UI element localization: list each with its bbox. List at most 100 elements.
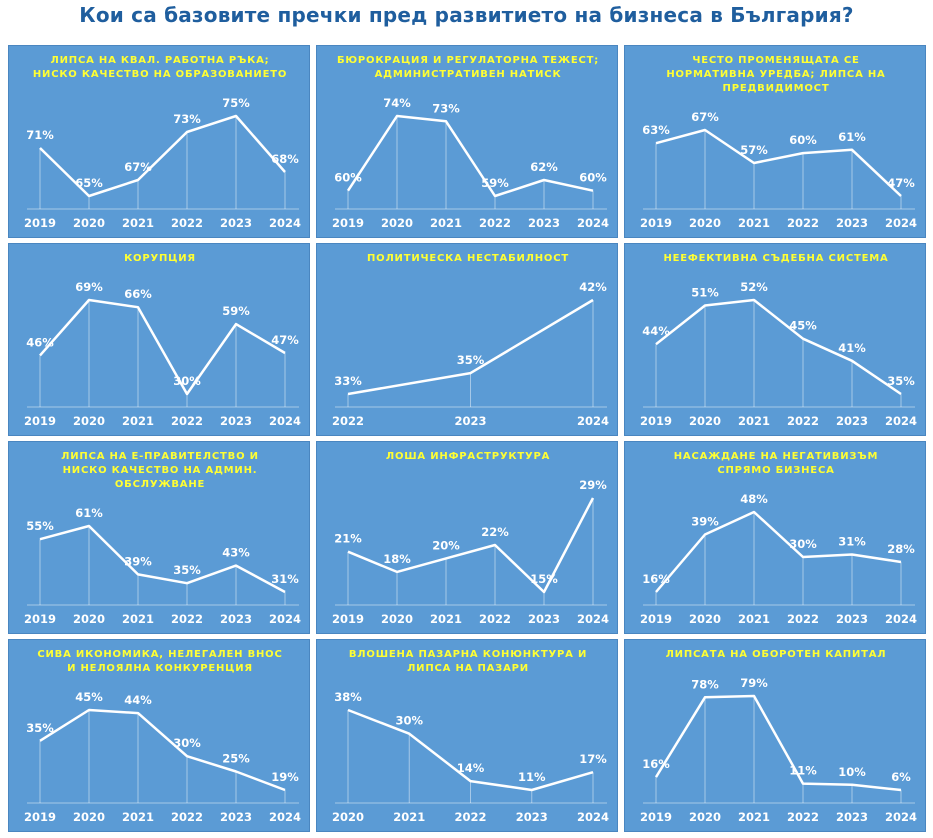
data-label: 44% <box>124 693 152 707</box>
x-tick-label: 2024 <box>577 810 609 824</box>
x-tick-label: 2020 <box>381 216 413 230</box>
x-tick-label: 2020 <box>689 216 721 230</box>
data-label: 29% <box>579 478 607 492</box>
line-chart: 44% 51% 52% 45% 41% 35% 2019 2020 2021 2022 2023 20… <box>640 280 917 428</box>
data-label: 33% <box>334 374 362 388</box>
x-tick-label: 2020 <box>73 414 105 428</box>
chart-title: ЛИПСА НА КВАЛ. РАБОТНА РЪКА; НИСКО КАЧЕСТ… <box>32 55 288 80</box>
chart-panel: ЛИПСАТА НА ОБОРОТЕН КАПИТАЛ 16% 78% 79% 11% 1… <box>624 639 926 832</box>
x-tick-label: 2019 <box>332 612 364 626</box>
chart-panel: НАСАЖДАНЕ НА НЕГАТИВИЗЪМ СПРЯМО БИЗНЕСА 16… <box>624 441 926 634</box>
x-tick-label: 2022 <box>787 414 819 428</box>
x-tick-label: 2023 <box>454 414 486 428</box>
series-line <box>655 510 902 593</box>
data-label: 48% <box>740 492 768 506</box>
data-label: 10% <box>838 765 866 779</box>
data-label: 35% <box>457 353 485 367</box>
x-tick-label: 2023 <box>220 612 252 626</box>
x-tick-label: 2020 <box>73 216 105 230</box>
series-line <box>39 298 286 396</box>
data-label: 71% <box>26 128 54 142</box>
chart-panel: СИВА ИКОНОМИКА, НЕЛЕГАЛЕН ВНОС И НЕЛОЯЛНА… <box>8 639 310 832</box>
x-tick-label: 2023 <box>836 414 868 428</box>
x-tick-label: 2022 <box>171 216 203 230</box>
data-label: 22% <box>481 525 509 539</box>
x-tick-label: 2021 <box>122 216 154 230</box>
data-label: 60% <box>789 133 817 147</box>
data-label: 43% <box>222 546 250 560</box>
data-label: 47% <box>271 333 299 347</box>
x-tick-label: 2020 <box>689 414 721 428</box>
x-tick-label: 2021 <box>738 810 770 824</box>
data-label: 45% <box>789 319 817 333</box>
data-label: 25% <box>222 752 250 766</box>
data-label: 35% <box>26 721 54 735</box>
x-tick-label: 2020 <box>73 612 105 626</box>
x-tick-label: 2022 <box>787 216 819 230</box>
chart-title: ЧЕСТО ПРОМЕНЯЩАТА СЕ НОРМАТИВНА УРЕДБА; Л… <box>666 55 886 94</box>
data-label: 67% <box>124 160 152 174</box>
x-tick-label: 2024 <box>269 414 301 428</box>
chart-title: ВЛОШЕНА ПАЗАРНА КОНЮНКТУРА И ЛИПСА НА ПАЗ… <box>348 649 588 674</box>
x-tick-label: 2019 <box>24 414 56 428</box>
x-tick-label: 2024 <box>885 414 917 428</box>
x-tick-label: 2021 <box>738 612 770 626</box>
x-tick-label: 2019 <box>24 810 56 824</box>
data-label: 47% <box>887 176 915 190</box>
chart-panel: НЕЕФЕКТИВНА СЪДЕБНА СИСТЕМА 44% 51% 52% 45% 4… <box>624 243 926 436</box>
x-tick-label: 2021 <box>122 414 154 428</box>
data-label: 73% <box>432 101 460 115</box>
data-label: 55% <box>26 519 54 533</box>
line-chart: 35% 45% 44% 30% 25% 19% 2019 2020 2021 2022 2023 20… <box>24 690 301 824</box>
chart-panel: ПОЛИТИЧЕСКА НЕСТАБИЛНОСТ 33% 35% 42% 2022 202… <box>316 243 618 436</box>
chart-panel: ЛОША ИНФРАСТРУКТУРА 21% 18% 20% 22% 15% 29% 201… <box>316 441 618 634</box>
x-tick-label: 2021 <box>122 810 154 824</box>
chart-panel: ВЛОШЕНА ПАЗАРНА КОНЮНКТУРА И ЛИПСА НА ПАЗ… <box>316 639 618 832</box>
x-tick-label: 2021 <box>122 612 154 626</box>
x-tick-label: 2019 <box>332 216 364 230</box>
chart-title: ЛИПСАТА НА ОБОРОТЕН КАПИТАЛ <box>665 649 887 660</box>
chart-title: ПОЛИТИЧЕСКА НЕСТАБИЛНОСТ <box>366 253 569 264</box>
data-label: 38% <box>334 690 362 704</box>
x-tick-label: 2020 <box>332 810 364 824</box>
series-line <box>347 708 594 792</box>
chart-title: ЛОША ИНФРАСТРУКТУРА <box>385 451 551 462</box>
x-tick-label: 2023 <box>528 216 560 230</box>
x-tick-label: 2019 <box>640 414 672 428</box>
x-tick-label: 2023 <box>220 414 252 428</box>
x-tick-label: 2020 <box>689 810 721 824</box>
x-tick-label: 2023 <box>516 810 548 824</box>
line-chart: 16% 78% 79% 11% 10% 6% 2019 2020 2021 2022 2023 202… <box>640 676 917 824</box>
data-label: 28% <box>887 542 915 556</box>
x-tick-label: 2024 <box>885 810 917 824</box>
series-line <box>346 114 594 198</box>
data-label: 35% <box>173 563 201 577</box>
x-tick-label: 2022 <box>332 414 364 428</box>
data-label: 66% <box>124 287 152 301</box>
series-line <box>39 708 286 792</box>
data-label: 44% <box>642 324 670 338</box>
x-tick-label: 2019 <box>24 216 56 230</box>
data-label: 30% <box>173 736 201 750</box>
data-label: 19% <box>271 770 299 784</box>
data-label: 31% <box>271 572 299 586</box>
line-chart: 16% 39% 48% 30% 31% 28% 2019 2020 2021 2022 2023 20… <box>640 492 917 626</box>
line-chart: 55% 61% 39% 35% 43% 31% 2019 2020 2021 2022 2023 20… <box>24 506 301 626</box>
data-label: 45% <box>75 690 103 704</box>
data-label: 6% <box>891 770 911 784</box>
x-tick-label: 2023 <box>220 216 252 230</box>
data-label: 17% <box>579 752 607 766</box>
data-label: 18% <box>383 552 411 566</box>
data-label: 30% <box>789 537 817 551</box>
x-tick-label: 2022 <box>171 612 203 626</box>
x-tick-label: 2019 <box>640 216 672 230</box>
data-label: 61% <box>838 130 866 144</box>
series-line <box>39 114 286 198</box>
x-tick-label: 2022 <box>787 612 819 626</box>
x-tick-label: 2023 <box>220 810 252 824</box>
data-label: 57% <box>740 143 768 157</box>
data-label: 60% <box>579 171 607 185</box>
data-label: 39% <box>124 554 152 568</box>
data-label: 11% <box>518 770 546 784</box>
line-chart: 33% 35% 42% 2022 2023 2024 <box>332 280 609 428</box>
